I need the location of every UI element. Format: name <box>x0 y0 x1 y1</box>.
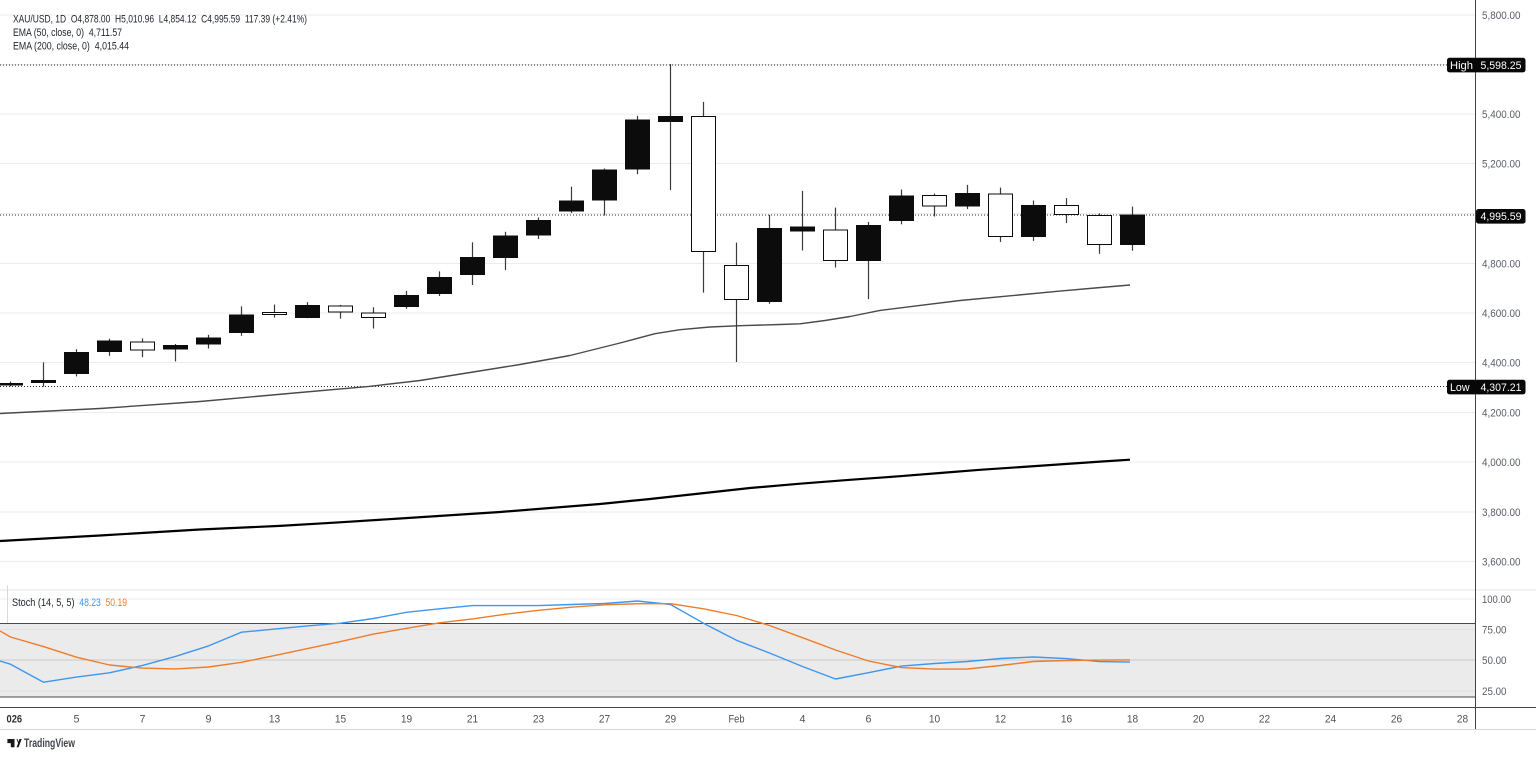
svg-text:XAU/USD, 1D O4,878.00 H5,010: XAU/USD, 1D O4,878.00 H5,010.96 L4,854.1… <box>13 14 307 26</box>
svg-text:20: 20 <box>1193 714 1204 726</box>
svg-text:22: 22 <box>1259 714 1270 726</box>
svg-text:4,400.00: 4,400.00 <box>1482 358 1521 370</box>
svg-text:4,600.00: 4,600.00 <box>1482 308 1521 320</box>
svg-text:25.00: 25.00 <box>1482 686 1507 698</box>
svg-text:Low: Low <box>1450 382 1470 394</box>
svg-text:4,000.00: 4,000.00 <box>1482 457 1521 469</box>
svg-text:Feb: Feb <box>729 714 745 726</box>
svg-text:28: 28 <box>1457 714 1468 726</box>
svg-text:4,307.21: 4,307.21 <box>1481 382 1522 394</box>
svg-text:4: 4 <box>800 714 806 726</box>
svg-text:9: 9 <box>206 714 212 726</box>
svg-text:4,995.59: 4,995.59 <box>1481 211 1522 223</box>
svg-text:15: 15 <box>335 714 346 726</box>
svg-text:13: 13 <box>269 714 280 726</box>
svg-text:5,800.00: 5,800.00 <box>1482 10 1521 22</box>
svg-text:3,600.00: 3,600.00 <box>1482 557 1521 569</box>
svg-text:EMA (50, close, 0) 4,711.57: EMA (50, close, 0) 4,711.57 <box>13 27 122 39</box>
svg-text:High: High <box>1450 60 1473 72</box>
svg-text:16: 16 <box>1061 714 1072 726</box>
svg-text:5,598.25: 5,598.25 <box>1481 60 1522 72</box>
svg-text:5: 5 <box>74 714 80 726</box>
svg-text:TradingView: TradingView <box>24 738 75 750</box>
svg-text:26: 26 <box>1391 714 1402 726</box>
svg-text:21: 21 <box>467 714 478 726</box>
svg-text:19: 19 <box>401 714 412 726</box>
svg-text:75.00: 75.00 <box>1482 625 1507 637</box>
svg-text:026: 026 <box>7 714 23 726</box>
svg-text:50.19: 50.19 <box>106 597 128 609</box>
svg-text:EMA (200, close, 0) 4,015.44: EMA (200, close, 0) 4,015.44 <box>13 41 129 53</box>
svg-text:Stoch (14, 5, 5): Stoch (14, 5, 5) <box>12 597 75 609</box>
svg-text:10: 10 <box>929 714 940 726</box>
svg-text:23: 23 <box>533 714 544 726</box>
svg-text:4,200.00: 4,200.00 <box>1482 407 1521 419</box>
svg-text:29: 29 <box>665 714 676 726</box>
svg-text:48.23: 48.23 <box>79 597 101 609</box>
svg-text:7: 7 <box>140 714 146 726</box>
svg-text:6: 6 <box>866 714 872 726</box>
svg-text:27: 27 <box>599 714 610 726</box>
svg-text:5,200.00: 5,200.00 <box>1482 159 1521 171</box>
svg-text:100.00: 100.00 <box>1482 594 1511 606</box>
svg-text:50.00: 50.00 <box>1482 655 1507 667</box>
svg-text:12: 12 <box>995 714 1006 726</box>
svg-text:3,800.00: 3,800.00 <box>1482 507 1521 519</box>
svg-text:5,400.00: 5,400.00 <box>1482 109 1521 121</box>
svg-text:4,800.00: 4,800.00 <box>1482 258 1521 270</box>
svg-text:18: 18 <box>1127 714 1138 726</box>
svg-text:24: 24 <box>1325 714 1336 726</box>
